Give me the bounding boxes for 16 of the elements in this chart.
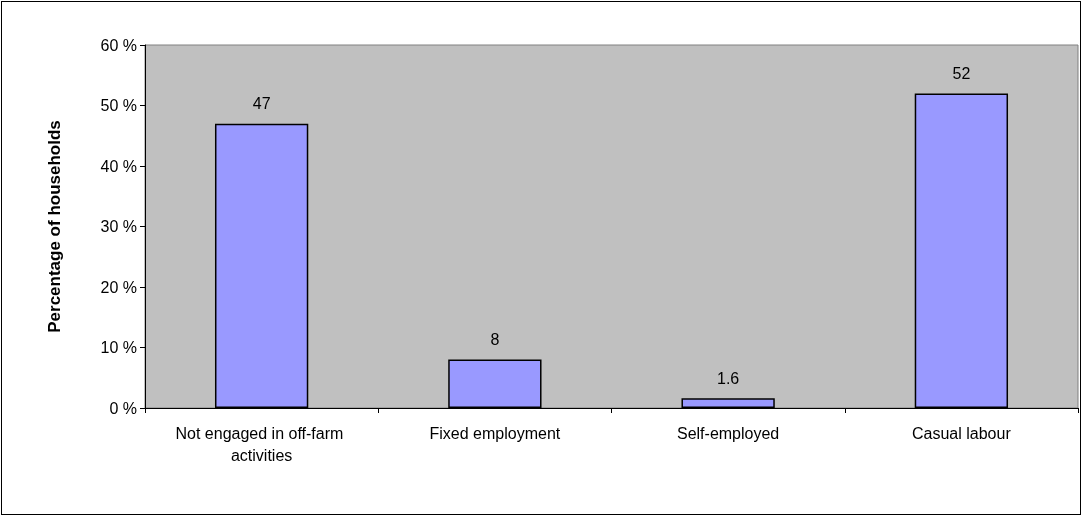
- y-tick-label: 20 %: [100, 278, 137, 296]
- data-label: 8: [490, 331, 500, 349]
- y-tick-label: 50 %: [100, 97, 137, 114]
- x-tick-label: Casual labour: [912, 424, 1012, 442]
- data-label: 47: [252, 95, 271, 113]
- x-tick-label: Not engaged in off-farm activities: [175, 424, 348, 464]
- y-tick-label: 10 %: [100, 339, 137, 356]
- x-tick-label: Fixed employment: [429, 424, 561, 442]
- data-label: 52: [952, 64, 971, 82]
- y-axis-title: Percentage of households: [45, 120, 64, 333]
- y-tick-label: 60 %: [100, 36, 137, 54]
- y-tick-label: 40 %: [100, 157, 137, 175]
- data-label: 1.6: [717, 369, 740, 387]
- y-tick-label: 0 %: [109, 399, 137, 417]
- y-tick-label: 30 %: [100, 218, 137, 235]
- x-tick-label: Self-employed: [676, 424, 780, 442]
